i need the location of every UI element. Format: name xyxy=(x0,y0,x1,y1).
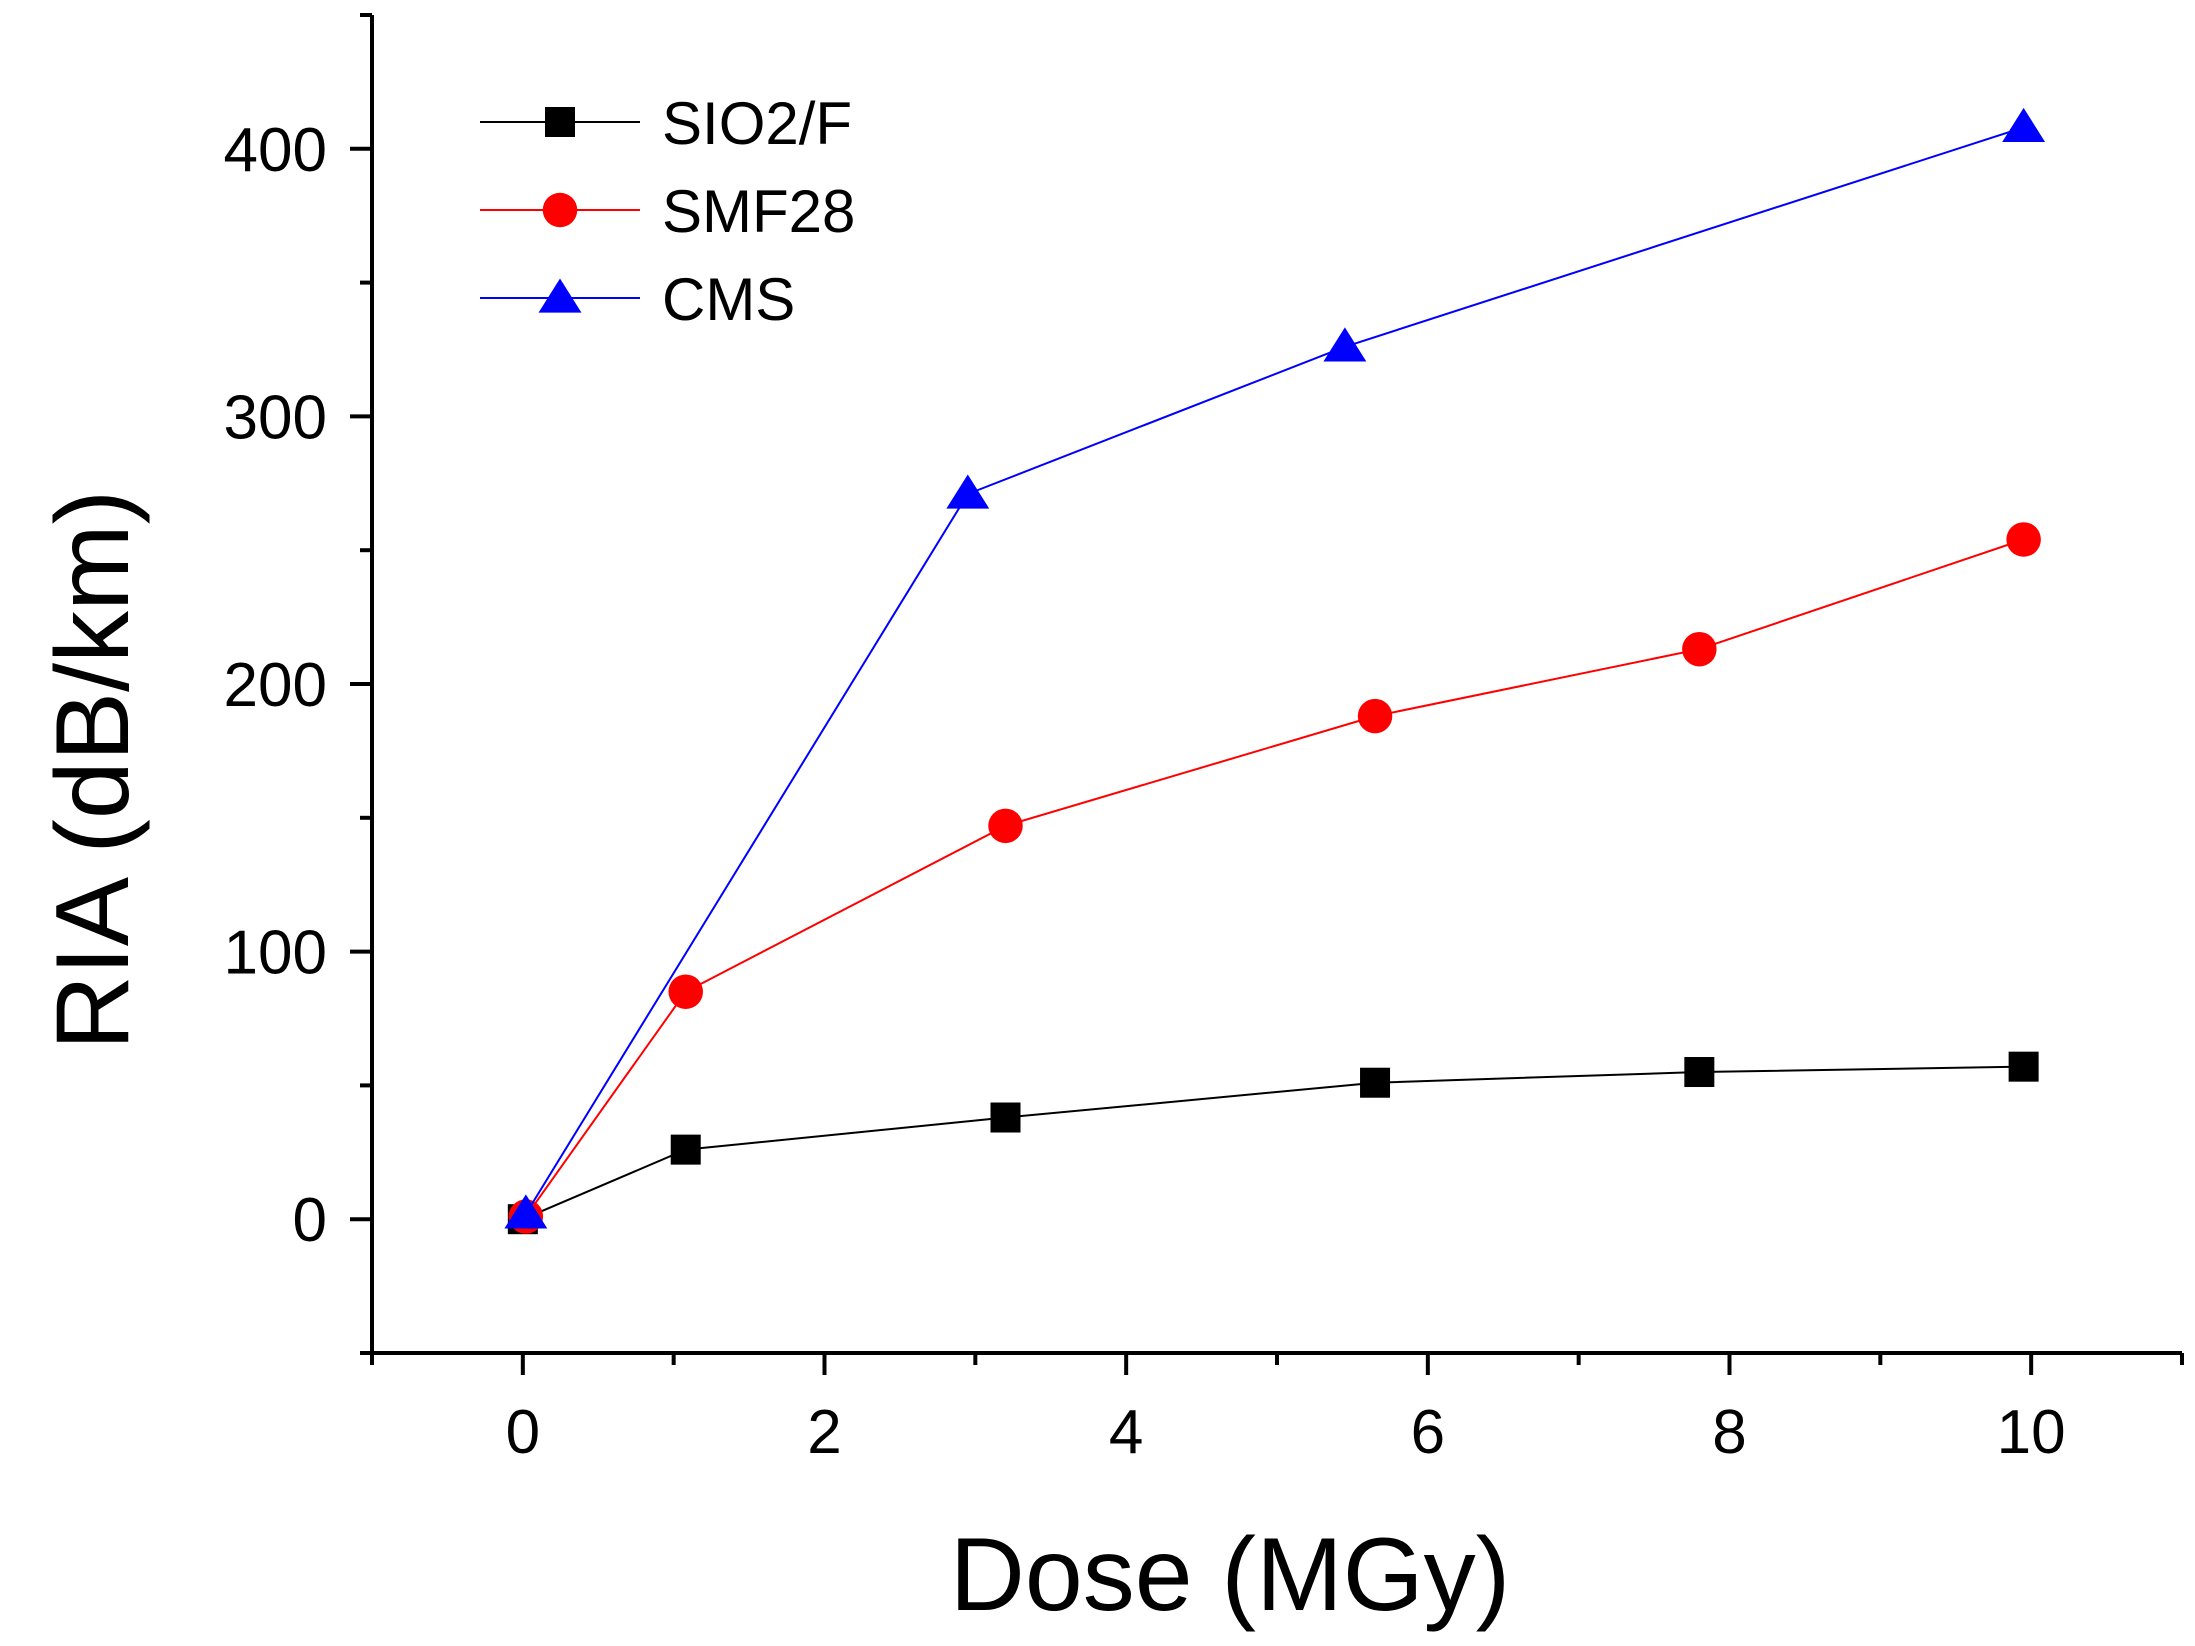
x-tick-label: 4 xyxy=(1109,1398,1143,1467)
legend-marker xyxy=(545,107,575,137)
legend: SIO2/F SMF28 CMS xyxy=(480,90,855,333)
data-point xyxy=(946,474,990,509)
data-point xyxy=(2006,522,2041,557)
x-tick-label: 0 xyxy=(506,1398,540,1467)
series-sio2-f xyxy=(507,1051,2039,1235)
series-line xyxy=(524,126,2024,1215)
data-series xyxy=(504,107,2046,1235)
x-axis-title: Dose (MGy) xyxy=(950,1517,1510,1633)
y-tick-label: 100 xyxy=(224,919,327,988)
data-point xyxy=(2002,107,2046,143)
y-tick-label: 0 xyxy=(293,1186,327,1255)
data-point xyxy=(670,1134,701,1165)
series-line xyxy=(525,538,2024,1218)
legend-marker xyxy=(538,278,582,313)
data-point xyxy=(1682,631,1717,667)
y-tick-label: 200 xyxy=(224,651,327,720)
data-point xyxy=(668,974,703,1009)
legend-entry: CMS xyxy=(480,266,795,333)
y-tick-label: 300 xyxy=(224,383,327,452)
x-tick-label: 6 xyxy=(1411,1398,1445,1467)
y-tick-label: 400 xyxy=(224,116,327,185)
legend-label: SIO2/F xyxy=(662,90,852,157)
data-point xyxy=(990,1102,1021,1133)
legend-entry: SMF28 xyxy=(480,178,855,245)
series-line xyxy=(522,1065,2024,1221)
data-point xyxy=(1323,327,1367,362)
legend-label: CMS xyxy=(662,266,795,333)
data-point xyxy=(504,1194,548,1229)
data-point xyxy=(1357,698,1393,734)
y-axis-title: RIA (dB/km) xyxy=(35,490,151,1051)
legend-entry: SIO2/F xyxy=(480,90,852,157)
data-point xyxy=(1684,1057,1715,1088)
series-smf28 xyxy=(508,522,2041,1234)
data-point xyxy=(1360,1067,1391,1098)
x-tick-label: 8 xyxy=(1712,1398,1746,1467)
legend-label: SMF28 xyxy=(662,178,855,245)
series-cms xyxy=(504,107,2046,1229)
data-point xyxy=(2008,1051,2039,1082)
legend-marker xyxy=(542,192,578,228)
x-tick-label: 10 xyxy=(1997,1398,2066,1467)
data-point xyxy=(988,808,1023,844)
x-tick-label: 2 xyxy=(807,1398,841,1467)
